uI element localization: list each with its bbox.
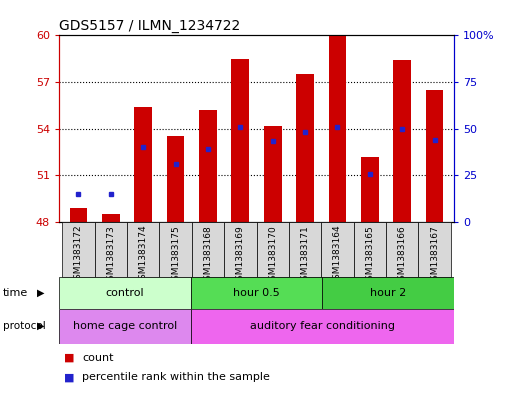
Bar [419,222,451,277]
Bar [191,309,454,344]
Text: home cage control: home cage control [73,321,177,331]
Bar [134,107,152,222]
Text: auditory fear conditioning: auditory fear conditioning [250,321,395,331]
Text: GSM1383166: GSM1383166 [398,225,407,286]
Bar [264,127,282,222]
Bar [191,277,322,309]
Bar [426,90,443,222]
Bar [224,222,256,277]
Text: GSM1383173: GSM1383173 [106,225,115,286]
Bar [59,277,191,309]
Bar [393,60,411,222]
Bar [70,208,87,222]
Bar [322,277,454,309]
Text: GSM1383171: GSM1383171 [301,225,309,286]
Bar [296,74,314,222]
Text: GSM1383164: GSM1383164 [333,225,342,285]
Text: ■: ■ [64,353,74,363]
Bar [361,157,379,222]
Bar [167,136,185,222]
Text: ▶: ▶ [37,321,45,331]
Bar [231,59,249,222]
Text: GSM1383172: GSM1383172 [74,225,83,285]
Text: GSM1383167: GSM1383167 [430,225,439,286]
Text: percentile rank within the sample: percentile rank within the sample [82,372,270,382]
Text: time: time [3,288,28,298]
Text: hour 0.5: hour 0.5 [233,288,280,298]
Bar [199,110,217,222]
Text: GSM1383170: GSM1383170 [268,225,277,286]
Text: GSM1383175: GSM1383175 [171,225,180,286]
Bar [256,222,289,277]
Text: GSM1383174: GSM1383174 [139,225,148,285]
Text: control: control [106,288,144,298]
Bar [62,222,94,277]
Bar [321,222,353,277]
Text: GSM1383168: GSM1383168 [204,225,212,286]
Text: ▶: ▶ [37,288,45,298]
Text: GSM1383169: GSM1383169 [236,225,245,286]
Bar [386,222,419,277]
Bar [192,222,224,277]
Text: hour 2: hour 2 [370,288,406,298]
Text: GDS5157 / ILMN_1234722: GDS5157 / ILMN_1234722 [59,19,240,33]
Text: ■: ■ [64,372,74,382]
Bar [127,222,160,277]
Bar [328,35,346,222]
Bar [160,222,192,277]
Bar [102,214,120,222]
Bar [59,309,191,344]
Bar [353,222,386,277]
Text: GSM1383165: GSM1383165 [365,225,374,286]
Text: protocol: protocol [3,321,45,331]
Text: count: count [82,353,113,363]
Bar [289,222,321,277]
Bar [94,222,127,277]
